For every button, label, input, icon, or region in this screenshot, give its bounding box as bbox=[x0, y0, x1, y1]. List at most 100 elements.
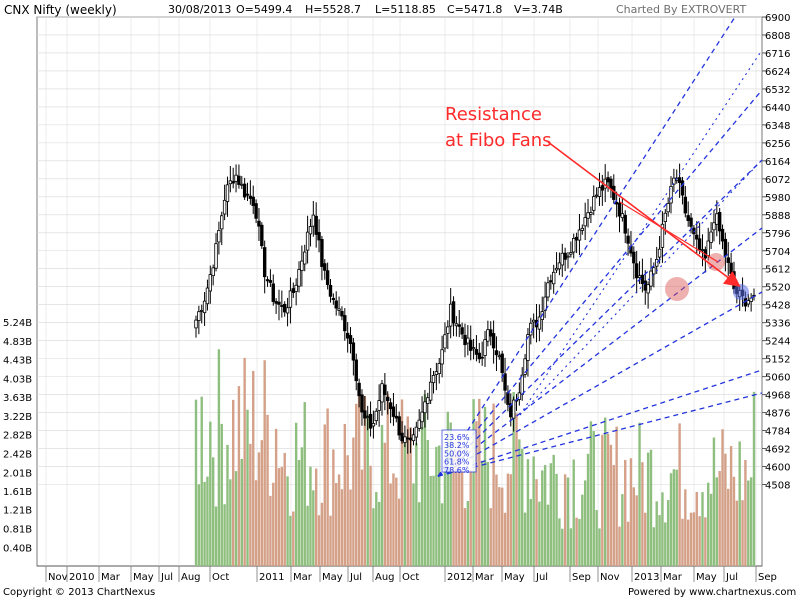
candle-body bbox=[614, 202, 619, 205]
candle-body bbox=[320, 239, 324, 267]
header-date: 30/08/2013 bbox=[168, 3, 232, 16]
candle-body bbox=[569, 252, 573, 255]
candle-body bbox=[234, 174, 238, 182]
volume-bar bbox=[203, 481, 206, 566]
volume-bar bbox=[744, 459, 747, 566]
volume-bar bbox=[266, 414, 269, 566]
candle-body bbox=[337, 308, 341, 311]
fibo-level-label: 78.6% bbox=[444, 466, 470, 475]
volume-bar bbox=[701, 492, 704, 566]
x-tick-label: Nov bbox=[48, 572, 68, 583]
volume-bar bbox=[675, 469, 678, 566]
candle-body bbox=[360, 394, 364, 413]
fibo-fan-line bbox=[437, 291, 763, 477]
volume-bar bbox=[452, 450, 455, 566]
volume-bar bbox=[229, 479, 232, 566]
candle-body bbox=[574, 236, 579, 241]
volume-bar bbox=[606, 433, 610, 566]
price-tick-label: 6624 bbox=[765, 67, 790, 78]
volume-bar bbox=[249, 443, 252, 566]
candle-body bbox=[723, 238, 728, 257]
candle-body bbox=[308, 226, 313, 235]
volume-bar bbox=[257, 452, 261, 566]
volume-bar bbox=[686, 519, 690, 566]
volume-bar bbox=[609, 444, 613, 566]
x-tick-label: Aug bbox=[181, 572, 201, 583]
volume-bar bbox=[523, 512, 527, 566]
candle-body bbox=[268, 280, 273, 283]
candle-body bbox=[732, 271, 736, 290]
volume-bar bbox=[475, 421, 478, 566]
volume-bar bbox=[735, 500, 739, 566]
candle-body bbox=[300, 260, 304, 272]
volume-bar bbox=[658, 515, 661, 566]
candle-body bbox=[683, 196, 688, 214]
candle-body bbox=[200, 309, 204, 312]
volume-bar bbox=[274, 428, 278, 566]
candle-body bbox=[700, 249, 705, 251]
candle-body bbox=[577, 229, 582, 241]
volume-bar bbox=[478, 398, 481, 566]
fibo-level-label: 38.2% bbox=[444, 441, 470, 450]
candle-body bbox=[672, 177, 676, 185]
candle-body bbox=[365, 416, 370, 419]
volume-bar bbox=[569, 528, 573, 566]
volume-bar bbox=[518, 439, 521, 566]
volume-tick-label: 0.40B bbox=[3, 543, 32, 554]
candle-body bbox=[494, 350, 499, 356]
candle-body bbox=[686, 215, 690, 221]
candle-body bbox=[343, 315, 347, 332]
volume-bar bbox=[360, 469, 364, 566]
candle-body bbox=[589, 212, 593, 215]
volume-bar bbox=[446, 411, 450, 566]
volume-bar bbox=[684, 489, 687, 566]
price-tick-label: 4968 bbox=[765, 391, 790, 402]
volume-bar bbox=[692, 512, 696, 566]
candle-body bbox=[480, 356, 484, 359]
header-volume: V=3.74B bbox=[514, 3, 563, 16]
volume-bar bbox=[420, 427, 424, 566]
candle-body bbox=[717, 212, 722, 232]
candle-body bbox=[434, 371, 439, 375]
volume-bar bbox=[297, 459, 301, 566]
candle-body bbox=[726, 257, 730, 263]
price-tick-label: 5152 bbox=[765, 355, 790, 366]
volume-tick-label: 3.63B bbox=[3, 393, 32, 404]
volume-bar bbox=[558, 518, 561, 566]
volume-bar bbox=[586, 453, 590, 566]
volume-bar bbox=[621, 494, 624, 566]
volume-bar bbox=[521, 448, 524, 566]
volume-bar bbox=[741, 500, 744, 566]
candle-body bbox=[560, 252, 564, 266]
candle-body bbox=[403, 436, 407, 443]
volume-bar bbox=[721, 429, 724, 566]
volume-bar bbox=[449, 422, 452, 566]
volume-bar bbox=[601, 434, 604, 566]
candle-body bbox=[371, 423, 376, 427]
candle-body bbox=[592, 196, 596, 211]
candle-body bbox=[314, 215, 318, 235]
fibo-level-label: 61.8% bbox=[444, 458, 470, 467]
chart-title: CNX Nifty (weekly) bbox=[4, 3, 117, 17]
volume-bar bbox=[727, 488, 730, 566]
candle-body bbox=[428, 381, 433, 401]
candle-body bbox=[655, 258, 659, 267]
volume-bar bbox=[377, 501, 381, 566]
volume-bar bbox=[280, 467, 284, 566]
volume-bar bbox=[724, 453, 727, 566]
candle-body bbox=[242, 183, 247, 198]
x-tick-label: 2012 bbox=[447, 572, 472, 583]
volume-bar bbox=[240, 458, 243, 566]
candle-body bbox=[377, 400, 381, 411]
fibo-fan-line bbox=[437, 369, 763, 477]
volume-tick-label: 4.83B bbox=[3, 337, 32, 348]
volume-bar bbox=[372, 508, 375, 566]
candle-body bbox=[580, 227, 585, 231]
volume-bar bbox=[638, 422, 641, 566]
candle-body bbox=[652, 267, 656, 275]
candle-body bbox=[511, 399, 516, 419]
candle-body bbox=[551, 271, 556, 285]
volume-bar bbox=[635, 495, 638, 566]
volume-bar bbox=[466, 500, 470, 566]
volume-bar bbox=[689, 512, 693, 566]
